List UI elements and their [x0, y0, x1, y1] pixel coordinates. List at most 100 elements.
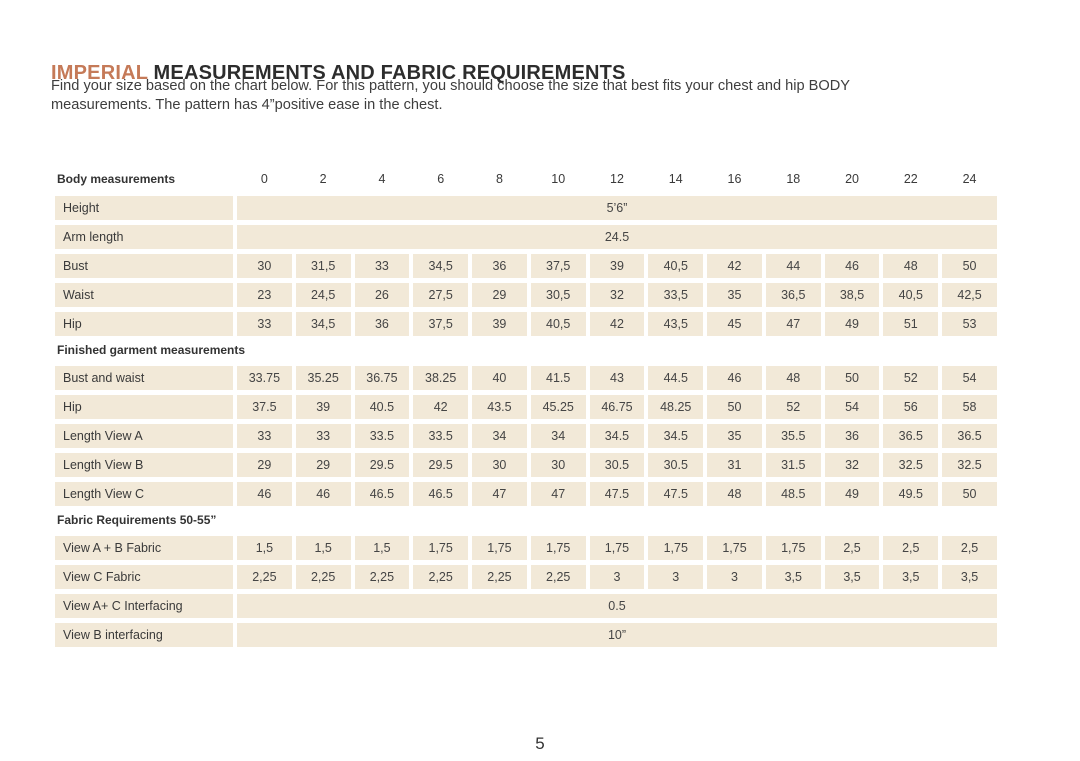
- value-cell: 34.5: [648, 424, 704, 448]
- value-cell: 32.5: [942, 453, 997, 477]
- value-cell: 36: [354, 312, 410, 336]
- spanned-value-cell: 0.5: [237, 594, 997, 618]
- value-cell: 1,75: [530, 536, 586, 560]
- value-cell: 36,5: [765, 283, 821, 307]
- value-cell: 40: [472, 366, 527, 390]
- value-cell: 24,5: [295, 283, 351, 307]
- value-cell: 56: [883, 395, 939, 419]
- value-cell: 29.5: [413, 453, 469, 477]
- size-column-header: 4: [378, 172, 386, 186]
- value-cell: 2,25: [295, 565, 351, 589]
- table-row: View B interfacing 10”: [55, 623, 997, 647]
- value-cell: 47: [530, 482, 586, 506]
- table-row: Arm length 24.5: [55, 225, 997, 249]
- value-cell: 3: [589, 565, 645, 589]
- value-cell: 32.5: [883, 453, 939, 477]
- value-cell: 35: [707, 283, 762, 307]
- value-cell: 46: [707, 366, 762, 390]
- value-cell: 1,75: [589, 536, 645, 560]
- value-cell: 33: [295, 424, 351, 448]
- value-cell: 30,5: [530, 283, 586, 307]
- value-cell: 43: [589, 366, 645, 390]
- row-label: View C Fabric: [55, 565, 233, 589]
- row-label: View B interfacing: [55, 623, 233, 647]
- size-column-header: 10: [551, 172, 566, 186]
- value-cell: 26: [354, 283, 410, 307]
- page-number: 5: [535, 734, 545, 753]
- table-row: Length View B 29 29 29.5 29.5 30 30 30.5 30.5 31 3…: [55, 453, 997, 477]
- value-cell: 46.5: [354, 482, 410, 506]
- row-label: Hip: [55, 312, 233, 336]
- row-label: Arm length: [55, 225, 233, 249]
- title-highlight: IMPERIAL: [51, 62, 148, 85]
- value-cell: 37,5: [413, 312, 469, 336]
- measurement-table: Body measurements 0 2 4 6 8 10 12 14 16 18 20 22 24 …: [55, 168, 997, 652]
- size-column-header: 12: [610, 172, 624, 186]
- value-cell: 29.5: [354, 453, 410, 477]
- value-cell: 52: [883, 366, 939, 390]
- value-cell: 44.5: [648, 366, 704, 390]
- value-cell: 42: [589, 312, 645, 336]
- value-cell: 44: [765, 254, 821, 278]
- value-cell: 50: [707, 395, 762, 419]
- value-cell: 34,5: [295, 312, 351, 336]
- value-cell: 45.25: [530, 395, 586, 419]
- value-cell: 34: [530, 424, 586, 448]
- value-cell: 33: [237, 312, 292, 336]
- value-cell: 2,5: [883, 536, 939, 560]
- value-cell: 50: [942, 482, 997, 506]
- value-cell: 47: [765, 312, 821, 336]
- value-cell: 48: [883, 254, 939, 278]
- value-cell: 48.25: [648, 395, 704, 419]
- size-column-header: 20: [845, 172, 859, 186]
- table-row: View C Fabric 2,25 2,25 2,25 2,25 2,25 2,25 3 3 3…: [55, 565, 997, 589]
- value-cell: 29: [237, 453, 292, 477]
- value-cell: 49.5: [883, 482, 939, 506]
- value-cell: 30: [472, 453, 527, 477]
- size-column-header: 22: [903, 172, 918, 186]
- value-cell: 40,5: [883, 283, 939, 307]
- value-cell: 1,5: [354, 536, 410, 560]
- value-cell: 42: [707, 254, 762, 278]
- value-cell: 29: [472, 283, 527, 307]
- size-column-header: 6: [437, 172, 445, 186]
- value-cell: 50: [942, 254, 997, 278]
- row-label: Hip: [55, 395, 233, 419]
- value-cell: 1,75: [765, 536, 821, 560]
- table-row: Hip 33 34,5 36 37,5 39 40,5 42 43,5 45 47 49 51 53: [55, 312, 997, 336]
- value-cell: 42: [413, 395, 469, 419]
- value-cell: 33.5: [354, 424, 410, 448]
- value-cell: 30.5: [589, 453, 645, 477]
- row-label: View A + B Fabric: [55, 536, 233, 560]
- value-cell: 30: [530, 453, 586, 477]
- value-cell: 2,25: [530, 565, 586, 589]
- value-cell: 54: [942, 366, 997, 390]
- value-cell: 46: [824, 254, 880, 278]
- value-cell: 2,5: [942, 536, 997, 560]
- value-cell: 52: [765, 395, 821, 419]
- column-header-body-measurements: Body measurements: [57, 172, 176, 186]
- value-cell: 1,75: [707, 536, 762, 560]
- intro-line-2: measurements. The pattern has 4”positive…: [51, 96, 443, 113]
- value-cell: 30: [237, 254, 292, 278]
- size-column-header: 14: [668, 172, 683, 186]
- size-column-header: 16: [727, 172, 742, 186]
- value-cell: 48: [707, 482, 762, 506]
- value-cell: 35: [707, 424, 762, 448]
- value-cell: 32: [824, 453, 880, 477]
- value-cell: 50: [824, 366, 880, 390]
- value-cell: 33.75: [237, 366, 292, 390]
- value-cell: 1,5: [295, 536, 351, 560]
- value-cell: 3,5: [765, 565, 821, 589]
- value-cell: 33: [354, 254, 410, 278]
- value-cell: 33,5: [648, 283, 704, 307]
- value-cell: 3: [707, 565, 762, 589]
- value-cell: 48: [765, 366, 821, 390]
- value-cell: 39: [472, 312, 527, 336]
- intro-paragraph: Find your size based on the chart below.…: [51, 77, 850, 114]
- value-cell: 46.75: [589, 395, 645, 419]
- row-label: Length View C: [55, 482, 233, 506]
- value-cell: 49: [824, 482, 880, 506]
- value-cell: 38.25: [413, 366, 469, 390]
- size-column-header: 24: [962, 172, 977, 186]
